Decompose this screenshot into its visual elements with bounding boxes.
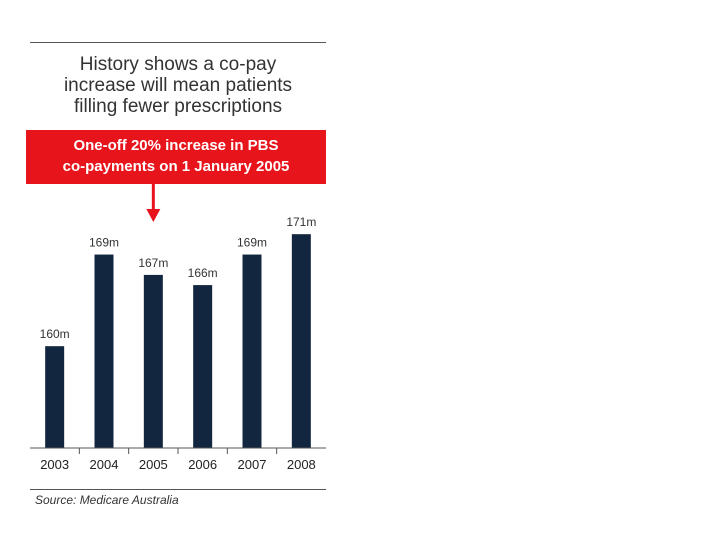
bar-2008 bbox=[291, 234, 311, 448]
callout-banner: One-off 20% increase in PBS co-payments … bbox=[26, 130, 326, 184]
top-divider bbox=[30, 42, 326, 43]
x-tick-2006: 2006 bbox=[188, 457, 217, 472]
title-line-3: filling fewer prescriptions bbox=[73, 96, 283, 117]
data-label-2007: 169m bbox=[237, 236, 267, 250]
title-line-2: increase will mean patients bbox=[63, 75, 293, 96]
x-tick-2008: 2008 bbox=[287, 457, 316, 472]
source-note: Source: Medicare Australia bbox=[35, 493, 179, 507]
bar-2007 bbox=[242, 254, 262, 448]
data-label-2006: 166m bbox=[188, 266, 218, 280]
bar-2004 bbox=[94, 254, 114, 448]
bar-2003 bbox=[45, 346, 65, 448]
x-tick-2003: 2003 bbox=[40, 457, 69, 472]
bar-2006 bbox=[193, 285, 213, 448]
data-label-2003: 160m bbox=[40, 327, 70, 341]
callout-line-1: One-off 20% increase in PBS bbox=[73, 137, 279, 154]
data-label-2008: 171m bbox=[286, 215, 316, 229]
data-label-2005: 167m bbox=[138, 256, 168, 270]
bottom-divider bbox=[30, 489, 326, 490]
x-tick-2007: 2007 bbox=[238, 457, 267, 472]
bar-2005 bbox=[143, 274, 163, 448]
callout-arrow-head bbox=[146, 209, 161, 222]
x-tick-2004: 2004 bbox=[90, 457, 119, 472]
data-label-2004: 169m bbox=[89, 236, 119, 250]
x-tick-2005: 2005 bbox=[139, 457, 168, 472]
callout-line-2: co-payments on 1 January 2005 bbox=[62, 158, 290, 175]
title-line-1: History shows a co-pay bbox=[79, 54, 277, 75]
chart-title: History shows a co-pay increase will mea… bbox=[30, 54, 326, 117]
